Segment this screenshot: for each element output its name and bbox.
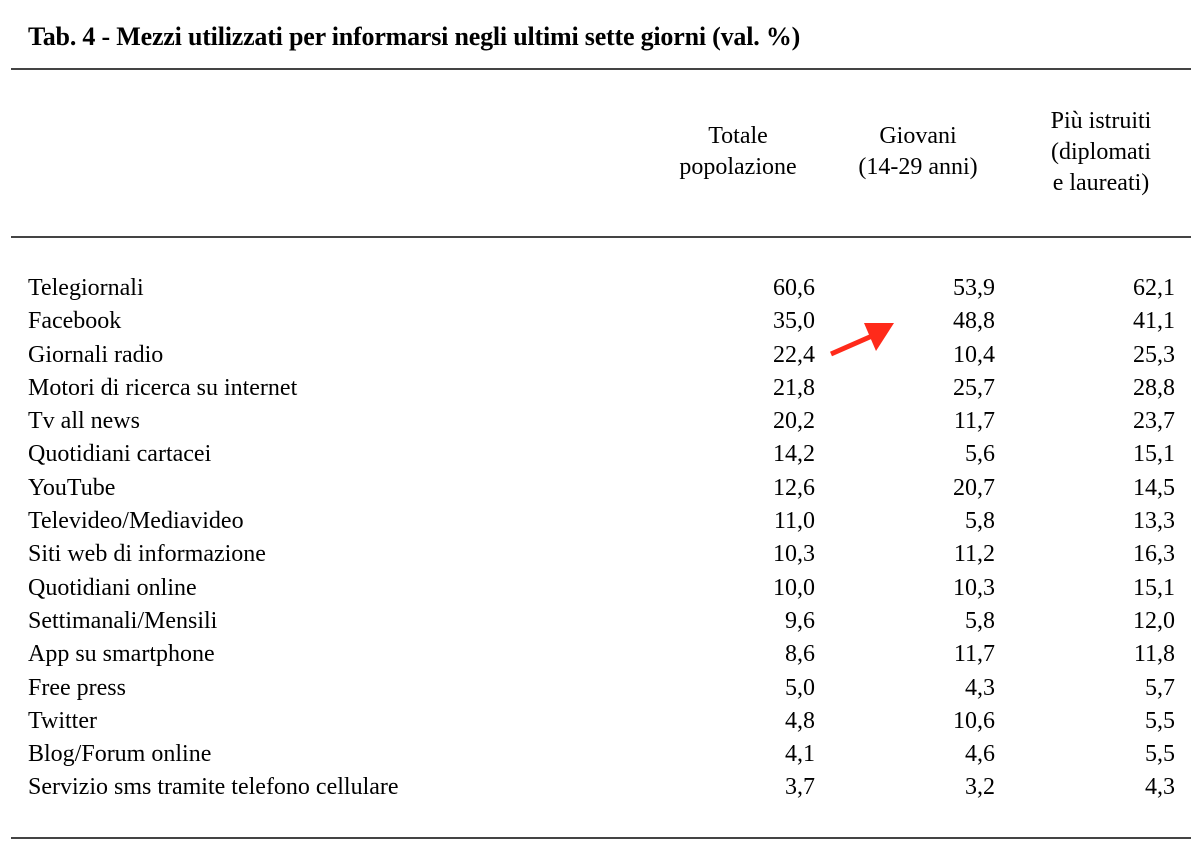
table-body: Telegiornali 60,6 53,9 62,1 Facebook 35,… <box>28 272 1198 805</box>
value-totale: 8,6 <box>785 641 815 668</box>
row-label: YouTube <box>28 474 116 501</box>
column-header-totale: Totale popolazione <box>658 121 818 183</box>
value-giovani: 48,8 <box>953 308 995 335</box>
value-giovani: 10,3 <box>953 574 995 601</box>
row-label: Siti web di informazione <box>28 541 266 568</box>
table-row: YouTube 12,6 20,7 14,5 <box>28 472 1198 505</box>
value-totale: 21,8 <box>773 374 815 401</box>
row-label: Free press <box>28 674 126 701</box>
value-giovani: 11,7 <box>953 641 995 668</box>
table-row: Telegiornali 60,6 53,9 62,1 <box>28 272 1198 305</box>
column-header-istruiti: Più istruiti (diplomati e laureati) <box>1026 106 1176 199</box>
row-label: Televideo/Mediavideo <box>28 508 244 535</box>
table-row: Tv all news 20,2 11,7 23,7 <box>28 405 1198 438</box>
value-giovani: 53,9 <box>953 275 995 301</box>
value-totale: 14,2 <box>773 441 815 468</box>
row-label: Telegiornali <box>28 275 144 301</box>
value-giovani: 5,8 <box>965 508 995 535</box>
value-totale: 4,1 <box>785 741 815 768</box>
column-header-line: Più istruiti <box>1050 108 1152 134</box>
value-totale: 5,0 <box>785 674 815 701</box>
top-rule <box>11 68 1191 70</box>
table-row: Giornali radio 22,4 10,4 25,3 <box>28 339 1198 372</box>
value-giovani: 11,2 <box>953 541 995 568</box>
value-istruiti: 5,5 <box>1145 741 1175 768</box>
value-totale: 9,6 <box>785 607 815 634</box>
column-header-line: popolazione <box>679 154 797 180</box>
value-giovani: 20,7 <box>953 474 995 501</box>
value-giovani: 10,6 <box>953 707 995 734</box>
header-rule <box>11 236 1191 238</box>
row-label: Motori di ricerca su internet <box>28 374 298 401</box>
column-header-line: (diplomati <box>1051 139 1151 165</box>
value-giovani: 25,7 <box>953 374 995 401</box>
column-header-giovani: Giovani (14-29 anni) <box>836 121 1000 183</box>
value-totale: 3,7 <box>785 774 815 801</box>
value-istruiti: 41,1 <box>1133 308 1175 335</box>
value-istruiti: 14,5 <box>1133 474 1175 501</box>
value-giovani: 4,6 <box>965 741 995 768</box>
row-label: Servizio sms tramite telefono cellulare <box>28 774 399 801</box>
table-row: Motori di ricerca su internet 21,8 25,7 … <box>28 372 1198 405</box>
value-totale: 10,3 <box>773 541 815 568</box>
value-totale: 60,6 <box>773 275 815 301</box>
value-istruiti: 11,8 <box>1133 641 1175 668</box>
table-row: Quotidiani online 10,0 10,3 15,1 <box>28 572 1198 605</box>
column-header-line: Giovani <box>879 123 957 149</box>
row-label: Tv all news <box>28 408 140 435</box>
row-label: Quotidiani online <box>28 574 197 601</box>
value-giovani: 4,3 <box>965 674 995 701</box>
value-istruiti: 25,3 <box>1133 341 1175 368</box>
table-row: Siti web di informazione 10,3 11,2 16,3 <box>28 538 1198 571</box>
table-row: Free press 5,0 4,3 5,7 <box>28 672 1198 705</box>
value-giovani: 11,7 <box>953 408 995 435</box>
value-istruiti: 23,7 <box>1133 408 1175 435</box>
value-istruiti: 16,3 <box>1133 541 1175 568</box>
table-row: Blog/Forum online 4,1 4,6 5,5 <box>28 738 1198 771</box>
value-totale: 22,4 <box>773 341 815 368</box>
value-totale: 10,0 <box>773 574 815 601</box>
column-header-line: e laureati) <box>1052 170 1150 196</box>
value-istruiti: 15,1 <box>1133 441 1175 468</box>
row-label: Facebook <box>28 308 122 335</box>
row-label: Blog/Forum online <box>28 741 212 768</box>
table-row: Facebook 35,0 48,8 41,1 <box>28 305 1198 338</box>
table-row: Settimanali/Mensili 9,6 5,8 12,0 <box>28 605 1198 638</box>
table-row: Televideo/Mediavideo 11,0 5,8 13,3 <box>28 505 1198 538</box>
value-istruiti: 15,1 <box>1133 574 1175 601</box>
table-row: App su smartphone 8,6 11,7 11,8 <box>28 638 1198 671</box>
value-istruiti: 13,3 <box>1133 508 1175 535</box>
row-label: Giornali radio <box>28 341 164 368</box>
value-istruiti: 5,5 <box>1145 707 1175 734</box>
value-istruiti: 62,1 <box>1133 275 1175 301</box>
value-istruiti: 28,8 <box>1133 374 1175 401</box>
value-giovani: 10,4 <box>953 341 995 368</box>
value-totale: 35,0 <box>773 308 815 335</box>
row-label: App su smartphone <box>28 641 215 668</box>
bottom-rule <box>11 837 1191 839</box>
value-giovani: 3,2 <box>965 774 995 801</box>
table-row: Servizio sms tramite telefono cellulare … <box>28 771 1198 804</box>
arrow-icon <box>829 323 894 357</box>
column-header-line: Totale <box>708 123 768 149</box>
table-row: Twitter 4,8 10,6 5,5 <box>28 705 1198 738</box>
column-header-line: (14-29 anni) <box>858 154 978 180</box>
value-giovani: 5,6 <box>965 441 995 468</box>
row-label: Twitter <box>28 707 97 734</box>
value-istruiti: 12,0 <box>1133 607 1175 634</box>
value-totale: 4,8 <box>785 707 815 734</box>
table-row: Quotidiani cartacei 14,2 5,6 15,1 <box>28 438 1198 471</box>
value-istruiti: 4,3 <box>1145 774 1175 801</box>
value-giovani: 5,8 <box>965 607 995 634</box>
table-title: Tab. 4 - Mezzi utilizzati per informarsi… <box>28 22 801 51</box>
value-totale: 12,6 <box>773 474 815 501</box>
value-totale: 11,0 <box>773 508 815 535</box>
row-label: Quotidiani cartacei <box>28 441 212 468</box>
value-totale: 20,2 <box>773 408 815 435</box>
value-istruiti: 5,7 <box>1145 674 1175 701</box>
row-label: Settimanali/Mensili <box>28 607 218 634</box>
